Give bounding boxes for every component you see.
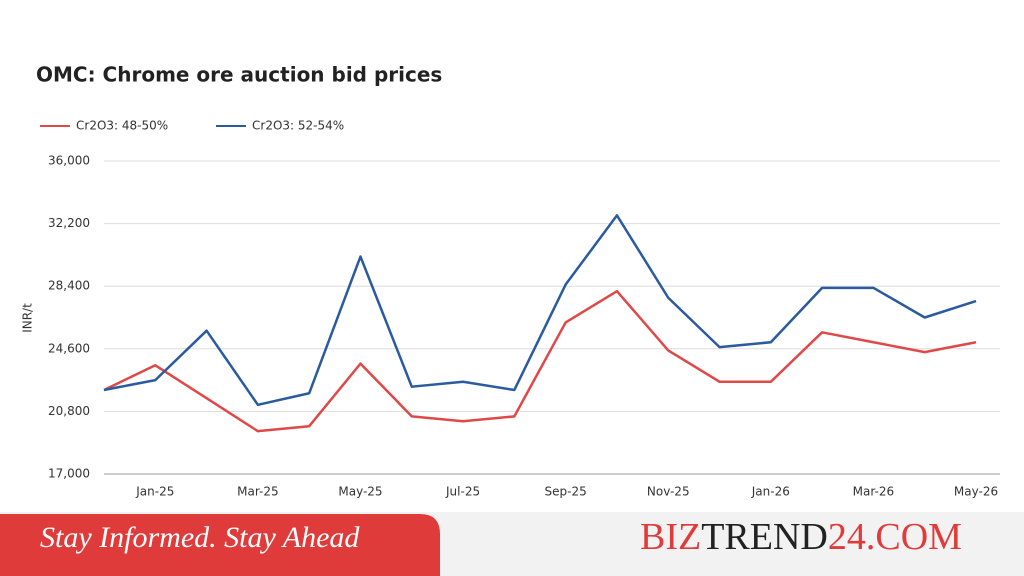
y-tick-label: 36,000 (48, 154, 90, 168)
brand-part: BIZ (640, 516, 701, 558)
legend-label: Cr2O3: 52-54% (252, 119, 344, 133)
x-tick-label: Jul-25 (445, 485, 480, 499)
series-line (103, 214, 977, 407)
tagline-banner (0, 514, 440, 576)
legend-label: Cr2O3: 48-50% (76, 119, 168, 133)
y-tick-label: 17,000 (48, 467, 90, 481)
brand: BIZTREND24.COM (640, 516, 962, 558)
x-tick-label: Nov-25 (647, 485, 690, 499)
y-tick-label: 24,600 (48, 341, 90, 355)
y-tick-label: 28,400 (48, 279, 90, 293)
chart-title: OMC: Chrome ore auction bid prices (36, 63, 442, 87)
x-tick-label: Jan-26 (751, 485, 790, 499)
x-tick-label: May-26 (954, 485, 998, 499)
tagline: Stay Informed. Stay Ahead (40, 521, 360, 554)
x-tick-label: Sep-25 (545, 485, 587, 499)
brand-part: TREND (701, 516, 828, 558)
x-tick-label: Mar-26 (853, 485, 894, 499)
y-tick-label: 32,200 (48, 216, 90, 230)
y-axis-label: INR/t (21, 303, 35, 333)
x-tick-label: Mar-25 (237, 485, 278, 499)
brand-part: .COM (866, 516, 962, 558)
x-tick-label: May-25 (338, 485, 382, 499)
x-tick-label: Jan-25 (135, 485, 174, 499)
y-tick-label: 20,800 (48, 404, 90, 418)
brand-part: 24 (828, 516, 866, 558)
series-line (103, 289, 977, 433)
